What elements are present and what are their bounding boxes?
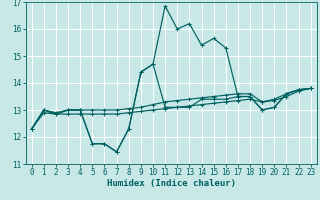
X-axis label: Humidex (Indice chaleur): Humidex (Indice chaleur) [107, 179, 236, 188]
